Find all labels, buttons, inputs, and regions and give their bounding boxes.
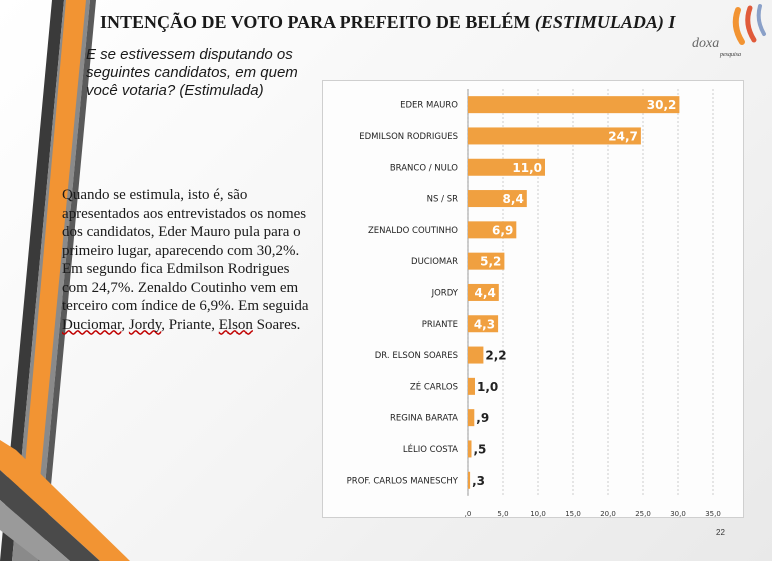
page-number: 22 xyxy=(716,528,725,537)
logo-tagline: pesquisa xyxy=(720,52,741,58)
category-label: BRANCO / NULO xyxy=(390,163,458,173)
slide-title: INTENÇÃO DE VOTO PARA PREFEITO DE BELÉM … xyxy=(100,12,676,32)
category-label: DR. ELSON SOARES xyxy=(375,351,458,361)
logo-name: doxa xyxy=(692,36,720,51)
bar xyxy=(468,471,471,489)
bar xyxy=(468,252,505,270)
value-label: 24,7 xyxy=(608,129,638,143)
survey-question: E se estivessem disputando os seguintes … xyxy=(86,46,298,99)
bar xyxy=(468,96,680,114)
bar xyxy=(468,440,472,458)
value-label: ,5 xyxy=(474,442,487,456)
category-label: EDER MAURO xyxy=(400,101,458,111)
bar xyxy=(468,346,484,364)
bar xyxy=(468,190,527,208)
category-label: PRIANTE xyxy=(422,320,458,330)
slide-title-suffix: (ESTIMULADA) I xyxy=(534,12,676,32)
doxa-logo-icon xyxy=(732,4,766,45)
x-tick-label: 25,0 xyxy=(635,510,651,517)
category-label: ZÉ CARLOS xyxy=(410,380,458,392)
bar xyxy=(468,221,517,239)
bar xyxy=(468,315,499,333)
category-label: DUCIOMAR xyxy=(411,257,458,267)
x-tick-label: ,0 xyxy=(465,510,472,517)
category-label: LÉLIO COSTA xyxy=(403,443,458,455)
value-label: 1,0 xyxy=(477,380,498,394)
value-label: 4,4 xyxy=(475,286,496,300)
bar xyxy=(468,377,475,395)
value-label: 6,9 xyxy=(492,223,513,237)
bar xyxy=(468,158,545,176)
vote-intention-chart: ,0 5,0 10,0 15,0 20,0 25,0 30,0 35,0 EDER MAURO 3… xyxy=(322,80,744,518)
x-tick-label: 20,0 xyxy=(600,510,616,517)
x-tick-label: 35,0 xyxy=(705,510,721,517)
value-label: 8,4 xyxy=(503,192,524,206)
x-tick-label: 15,0 xyxy=(565,510,581,517)
bar xyxy=(468,409,475,427)
x-tick-label: 5,0 xyxy=(497,510,508,517)
x-tick-label: 30,0 xyxy=(670,510,686,517)
analysis-text: Quando se estimula, isto é, são apresent… xyxy=(62,187,309,333)
value-label: ,3 xyxy=(472,474,485,488)
x-tick-label: 10,0 xyxy=(530,510,546,517)
value-label: 11,0 xyxy=(512,161,542,175)
value-label: 4,3 xyxy=(474,317,495,331)
chart-canvas: ,0 5,0 10,0 15,0 20,0 25,0 30,0 35,0 EDER MAURO 3… xyxy=(347,89,721,517)
category-label: JORDY xyxy=(431,288,459,298)
category-label: EDMILSON RODRIGUES xyxy=(359,132,458,142)
category-label: NS / SR xyxy=(427,195,458,205)
bar xyxy=(468,127,641,145)
category-label: REGINA BARATA xyxy=(390,414,458,424)
category-label: PROF. CARLOS MANESCHY xyxy=(347,476,459,486)
category-label: ZENALDO COUTINHO xyxy=(368,226,458,236)
bar xyxy=(468,283,499,301)
value-label: ,9 xyxy=(476,411,489,425)
value-label: 2,2 xyxy=(485,349,506,363)
value-label: 30,2 xyxy=(647,98,677,112)
value-label: 5,2 xyxy=(480,255,501,269)
